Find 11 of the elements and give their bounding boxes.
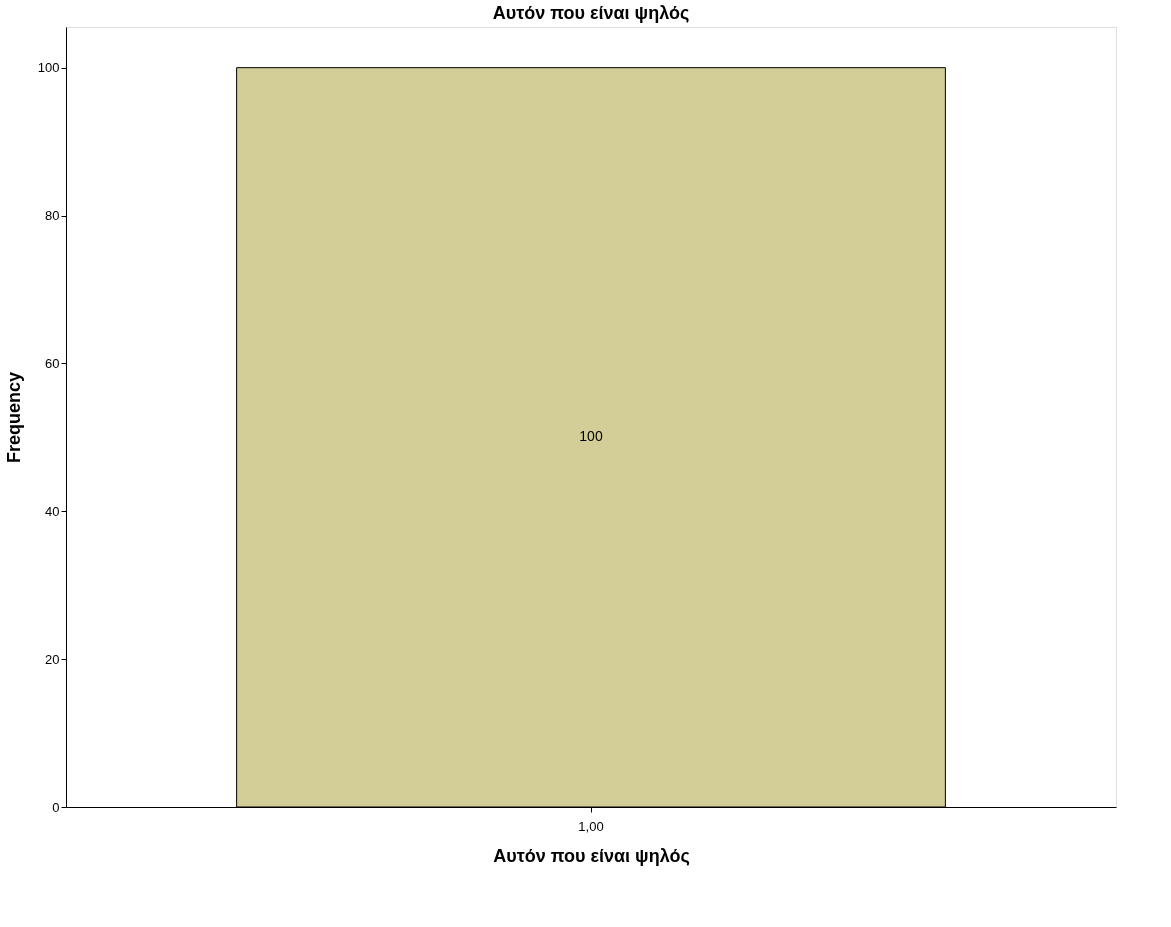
y-axis-title: Frequency: [3, 371, 24, 464]
data-label: 100: [579, 428, 603, 445]
y-tick-label: 100: [37, 60, 60, 76]
y-tick-label: 20: [45, 651, 60, 667]
y-tick-label: 0: [52, 799, 60, 815]
y-tick-label: 40: [45, 503, 60, 519]
x-axis-title: Αυτόν που είναι ψηλός: [493, 845, 690, 866]
chart-title: Αυτόν που είναι ψηλός: [492, 3, 690, 23]
y-tick-label: 80: [45, 208, 60, 224]
y-tick-label: 60: [45, 355, 60, 371]
x-tick-label: 1,00: [578, 818, 604, 834]
